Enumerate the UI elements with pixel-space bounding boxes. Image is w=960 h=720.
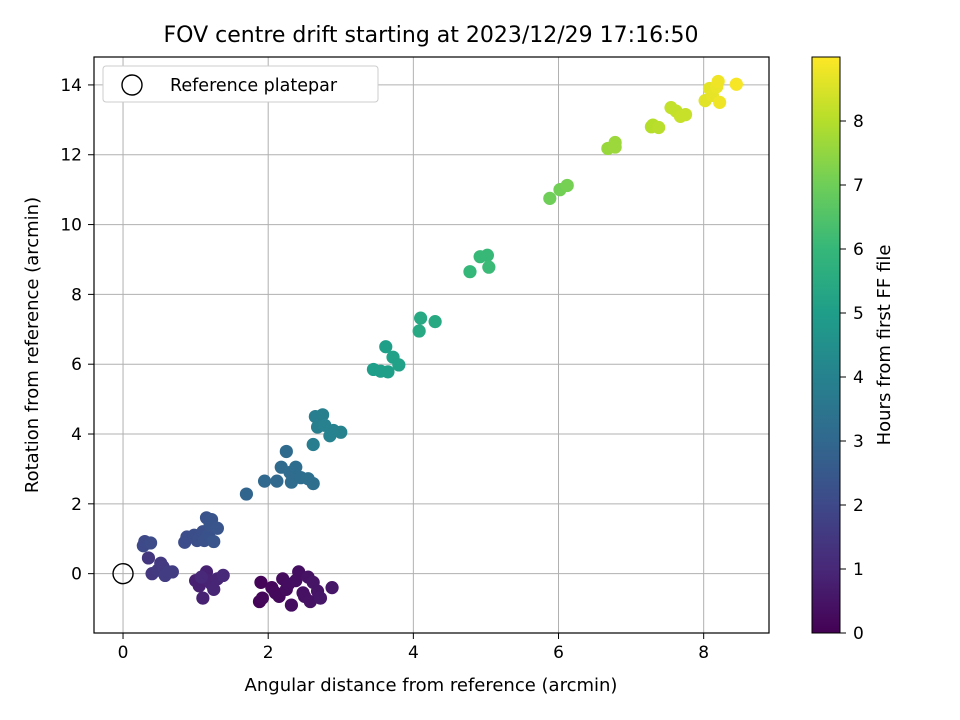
data-point (482, 260, 496, 274)
colorbar-tick-label: 0 (853, 624, 864, 644)
data-point (210, 521, 224, 535)
x-tick-label: 8 (698, 643, 709, 663)
chart-title: FOV centre drift starting at 2023/12/29 … (164, 23, 699, 48)
data-point (196, 591, 210, 605)
x-axis: 0 2 4 6 8 (118, 633, 709, 663)
data-point (255, 591, 269, 605)
data-point (207, 534, 221, 549)
y-tick-label: 6 (71, 355, 82, 375)
data-point (141, 551, 156, 565)
plot-frame (93, 56, 770, 634)
data-point (270, 474, 284, 488)
y-tick-label: 4 (71, 425, 82, 445)
data-point (412, 324, 426, 338)
data-point (652, 120, 666, 135)
data-point (325, 581, 339, 595)
x-tick-label: 6 (553, 643, 564, 663)
data-points (136, 74, 743, 612)
y-axis-label: Rotation from reference (arcmin) (22, 197, 43, 493)
data-point (165, 565, 179, 579)
colorbar-tick-label: 4 (853, 368, 864, 388)
colorbar-tick-label: 8 (853, 112, 864, 132)
data-point (257, 474, 272, 488)
data-point (194, 570, 209, 584)
y-tick-label: 2 (71, 495, 82, 515)
data-point (254, 575, 268, 589)
data-point (313, 591, 328, 605)
data-point (729, 77, 743, 91)
x-tick-label: 4 (408, 643, 419, 663)
data-point (713, 95, 727, 109)
data-point (392, 358, 406, 372)
data-point (711, 74, 725, 89)
data-point (207, 582, 221, 596)
data-point (543, 191, 557, 205)
y-tick-label: 12 (60, 146, 82, 166)
colorbar-tick-label: 1 (853, 560, 864, 580)
data-point (284, 598, 299, 612)
data-point (306, 476, 320, 491)
data-point (560, 178, 574, 193)
legend-label: Reference platepar (170, 76, 338, 96)
data-point (379, 340, 393, 354)
legend-marker (121, 74, 143, 96)
data-point (414, 311, 428, 325)
legend-box (102, 65, 379, 103)
colorbar: 0 1 2 3 4 5 6 7 8 Hours from first FF file (811, 56, 895, 644)
y-tick-label: 8 (71, 285, 82, 305)
y-tick-label: 14 (60, 76, 82, 96)
y-tick-label: 0 (71, 565, 82, 585)
data-point (303, 594, 317, 609)
colorbar-tick-label: 6 (853, 240, 864, 260)
colorbar-tick-label: 5 (853, 304, 864, 324)
data-point (279, 444, 293, 459)
data-point (216, 568, 230, 583)
colorbar-tick-label: 2 (853, 496, 864, 516)
x-tick-label: 2 (263, 643, 274, 663)
data-point (678, 108, 693, 122)
data-point (608, 140, 622, 154)
x-axis-label: Angular distance from reference (arcmin) (245, 675, 618, 696)
legend: Reference platepar (102, 65, 379, 103)
reference-point (112, 562, 134, 585)
data-point (463, 265, 477, 279)
x-tick-label: 0 (118, 643, 129, 663)
data-point (306, 437, 320, 452)
data-point (144, 536, 158, 550)
data-point (381, 365, 395, 379)
data-point (289, 460, 303, 474)
colorbar-label: Hours from first FF file (874, 245, 895, 446)
colorbar-tick-label: 7 (853, 176, 864, 196)
colorbar-ticks: 0 1 2 3 4 5 6 7 8 (840, 112, 864, 644)
colorbar-tick-label: 3 (853, 432, 864, 452)
y-axis: 0 2 4 6 8 10 12 14 (60, 76, 94, 585)
data-point (480, 248, 494, 262)
data-point (316, 408, 330, 422)
reference-marker (112, 562, 134, 585)
data-point (428, 315, 442, 329)
y-tick-label: 10 (60, 216, 82, 236)
data-point (239, 487, 254, 501)
data-point (334, 425, 348, 439)
colorbar-gradient (811, 56, 841, 634)
